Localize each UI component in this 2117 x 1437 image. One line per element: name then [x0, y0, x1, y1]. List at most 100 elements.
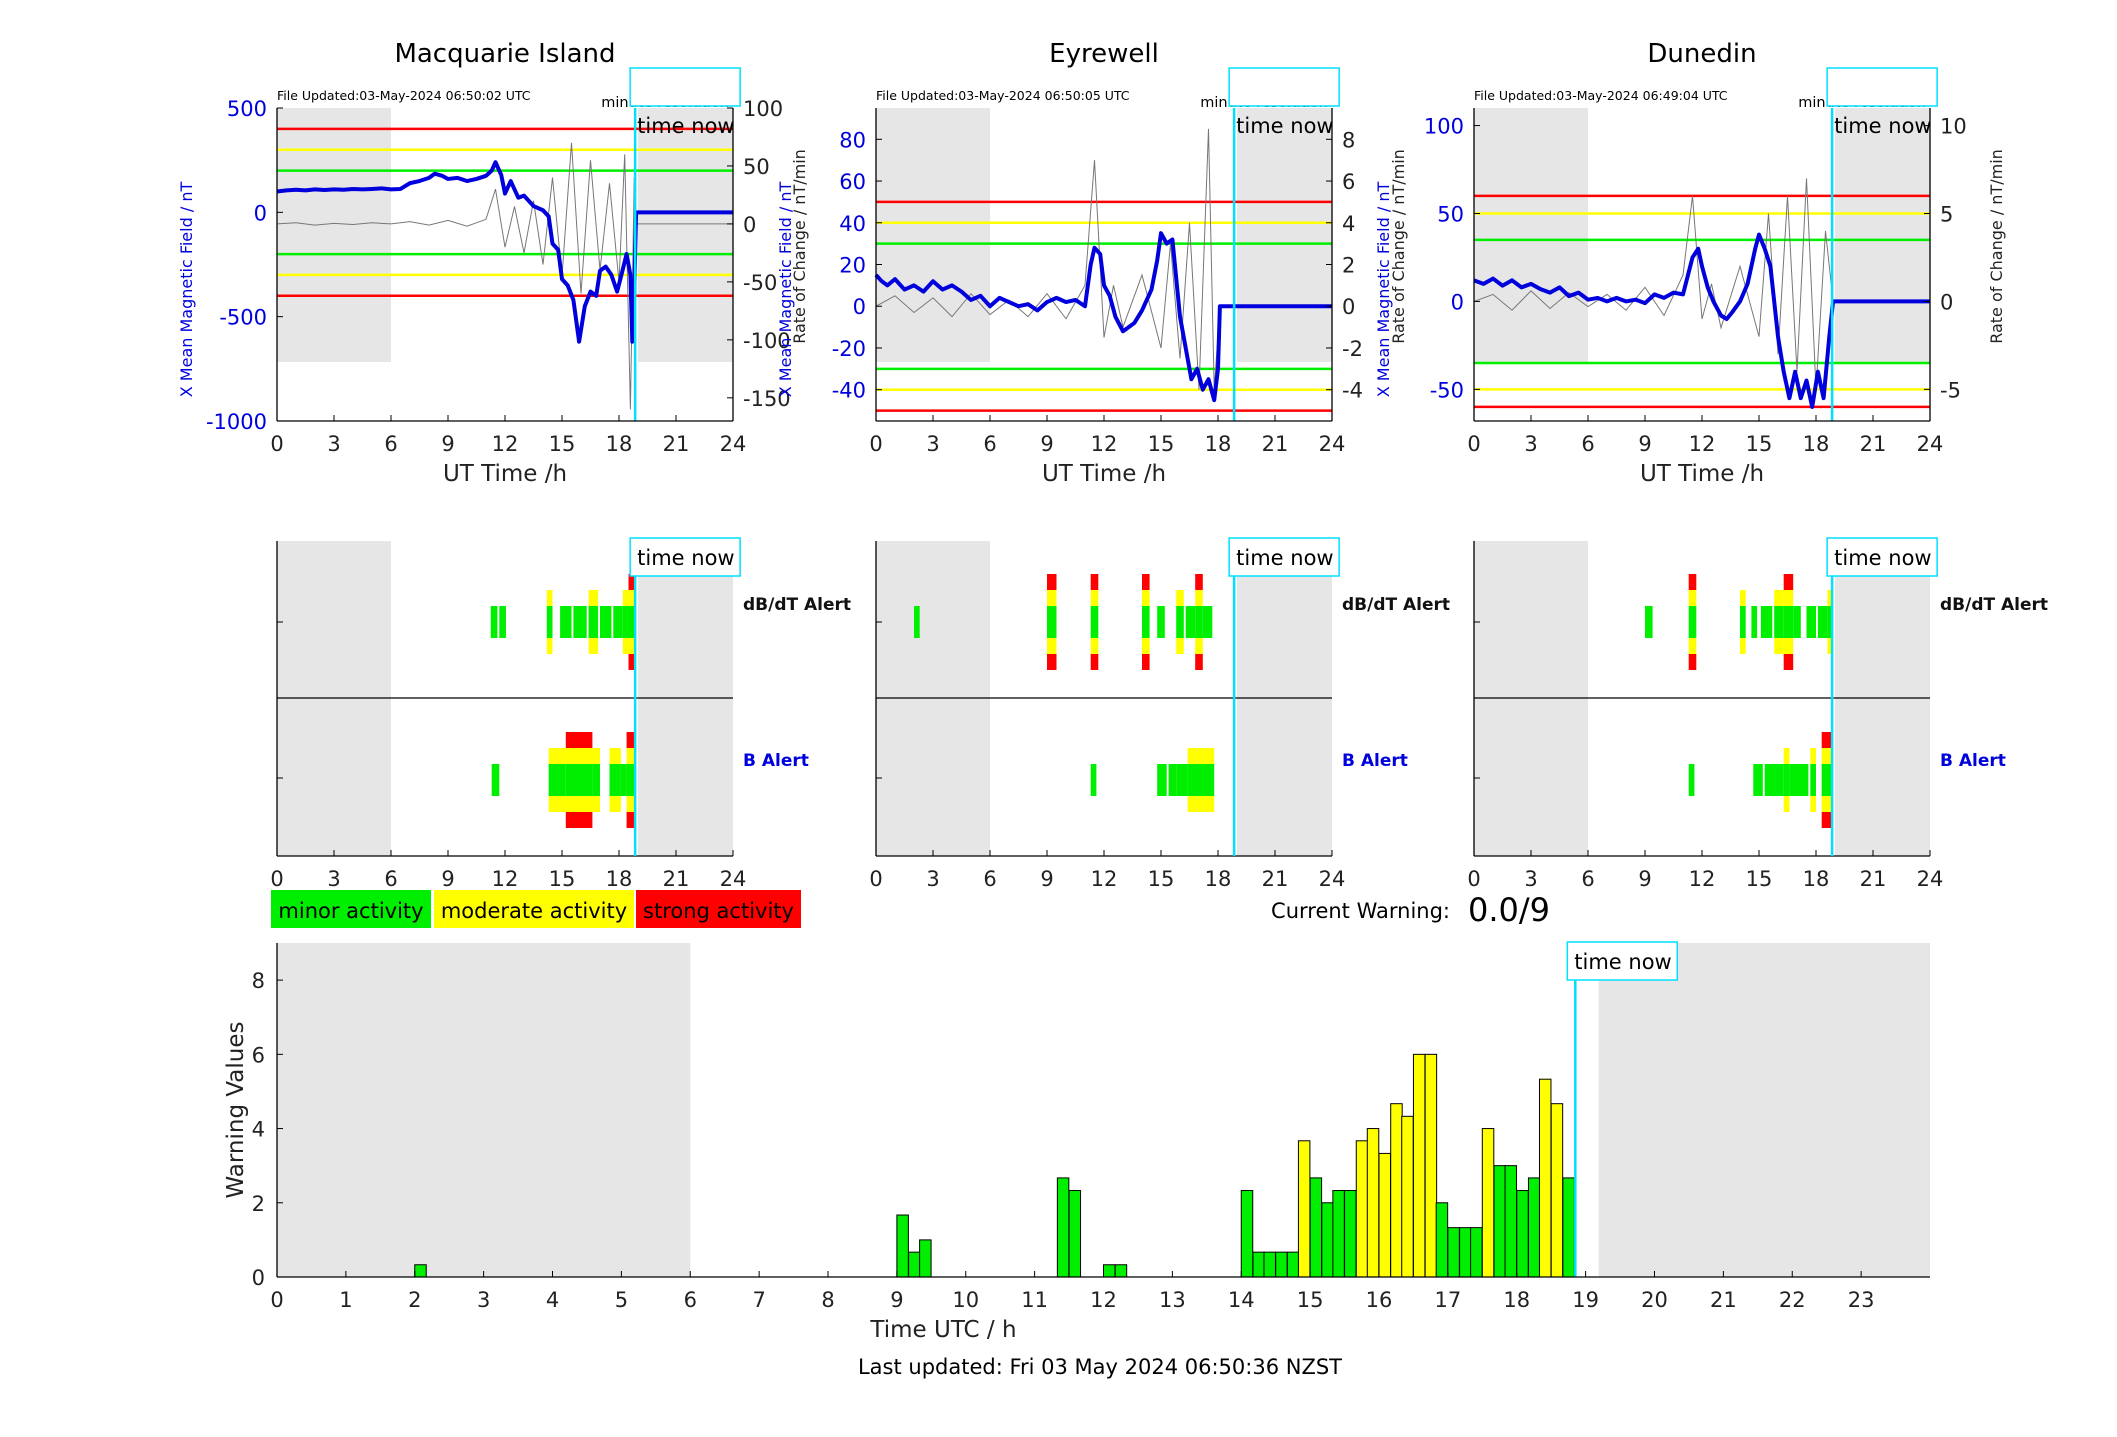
warning-bar	[896, 1214, 909, 1278]
y-tick-label: 0	[252, 1266, 265, 1290]
time-tick-label: 6	[384, 867, 397, 891]
current-warning-label: Current Warning:	[1271, 899, 1450, 923]
y-tick-label: 8	[252, 969, 265, 993]
warning-bar	[1538, 1078, 1552, 1278]
file-updated-label: File Updated:03-May-2024 06:50:05 UTC	[876, 88, 1130, 103]
dbdt-alert-mark	[1751, 606, 1758, 638]
time-tick-label: 15	[1746, 867, 1773, 891]
b-alert-label: B Alert	[743, 751, 809, 771]
left-tick-label: -40	[832, 379, 866, 403]
b-alert-mark	[1821, 764, 1833, 796]
time-now-box	[1228, 67, 1340, 107]
b-alert-mark	[1789, 764, 1809, 796]
b-alert-mark	[1821, 748, 1833, 764]
time-tick-label: 12	[1689, 867, 1716, 891]
time-tick-label: 21	[663, 867, 690, 891]
b-alert-mark	[1810, 764, 1816, 796]
time-tick-label: 18	[1205, 867, 1232, 891]
left-tick-label: 0	[853, 295, 866, 319]
left-tick-label: 40	[839, 212, 866, 236]
left-tick-label: -20	[832, 337, 866, 361]
x-tick-label: 22	[1779, 1288, 1806, 1312]
rate-of-change-series	[875, 128, 1332, 390]
dbdt-alert-mark	[1142, 590, 1150, 606]
warning-bar	[1527, 1177, 1541, 1278]
legend-label-1: moderate activity	[441, 899, 627, 923]
time-tick-label: 24	[1319, 867, 1346, 891]
dbdt-alert-mark	[1827, 590, 1833, 606]
time-tick-label: 24	[720, 867, 747, 891]
time-tick-label: 9	[441, 867, 454, 891]
dbdt-alert-mark	[1195, 654, 1203, 670]
warning-bar	[1355, 1140, 1369, 1278]
left-tick-label: -500	[219, 306, 267, 330]
time-tick-label: 12	[1091, 432, 1118, 456]
dbdt-alert-mark	[1817, 606, 1828, 638]
dbdt-alert-mark	[600, 606, 612, 638]
dbdt-alert-mark	[1090, 606, 1099, 638]
b-alert-mark	[491, 764, 500, 796]
b-alert-mark	[1168, 764, 1177, 796]
dbdt-alert-mark	[1090, 638, 1099, 654]
time-tick-label: 21	[1262, 867, 1289, 891]
time-now-label: time now	[1834, 114, 1931, 138]
dbdt-alert-mark	[1090, 654, 1099, 670]
dbdt-alert-mark	[1783, 574, 1794, 590]
b-alert-mark	[565, 764, 581, 796]
left-tick-label: 60	[839, 170, 866, 194]
b-alert-mark	[1187, 764, 1199, 796]
time-tick-label: 0	[1467, 432, 1480, 456]
b-alert-mark	[1810, 796, 1816, 812]
left-tick-label: 100	[1424, 115, 1464, 139]
last-updated-footer: Last updated: Fri 03 May 2024 06:50:36 N…	[858, 1355, 1342, 1379]
b-alert-mark	[581, 764, 593, 796]
warning-bar	[1401, 1115, 1414, 1278]
dbdt-alert-label: dB/dT Alert	[1342, 595, 1450, 615]
dbdt-alert-mark	[1793, 606, 1801, 638]
night-shade	[1598, 943, 1930, 1277]
warning-bar	[1550, 1103, 1564, 1278]
dbdt-alert-mark	[1142, 606, 1150, 638]
time-tick-label: 24	[1917, 432, 1944, 456]
dbdt-alert-mark	[1688, 574, 1697, 590]
time-tick-label: 21	[1262, 432, 1289, 456]
b-alert-mark	[1753, 764, 1763, 796]
time-tick-label: 12	[492, 432, 519, 456]
x-tick-label: 0	[270, 1288, 283, 1312]
b-alert-mark	[565, 732, 581, 748]
time-tick-label: 18	[1803, 432, 1830, 456]
b-alert-mark	[592, 764, 600, 796]
b-alert-mark	[609, 748, 621, 764]
dbdt-alert-mark	[1047, 606, 1057, 638]
left-tick-label: 20	[839, 254, 866, 278]
legend-swatch-2	[636, 890, 801, 928]
right-tick-label: -100	[743, 329, 791, 353]
x-tick-label: 20	[1641, 1288, 1668, 1312]
warning-bar	[1344, 1190, 1357, 1278]
dbdt-alert-mark	[622, 638, 629, 654]
time-now-box	[1826, 67, 1938, 107]
time-tick-label: 15	[1148, 867, 1175, 891]
file-updated-label: File Updated:03-May-2024 06:49:04 UTC	[1474, 88, 1728, 103]
dbdt-alert-mark	[1090, 574, 1099, 590]
warning-bar	[1493, 1165, 1507, 1278]
magnetic-field-series	[1473, 232, 1930, 409]
x-tick-label: 9	[890, 1288, 903, 1312]
dbdt-alert-mark	[1157, 606, 1165, 638]
dbdt-alert-mark	[622, 590, 629, 606]
x-tick-label: 19	[1572, 1288, 1599, 1312]
rate-of-change-series	[1473, 178, 1930, 390]
b-alert-mark	[1764, 764, 1784, 796]
b-alert-mark	[581, 796, 593, 812]
time-tick-label: 21	[1860, 867, 1887, 891]
time-now-label: time now	[1574, 950, 1671, 974]
warning-bar	[919, 1239, 932, 1278]
time-tick-label: 3	[926, 432, 939, 456]
b-alert-mark	[1783, 764, 1790, 796]
x-tick-label: 10	[952, 1288, 979, 1312]
dbdt-alert-mark	[1774, 606, 1784, 638]
time-now-box	[629, 537, 741, 577]
